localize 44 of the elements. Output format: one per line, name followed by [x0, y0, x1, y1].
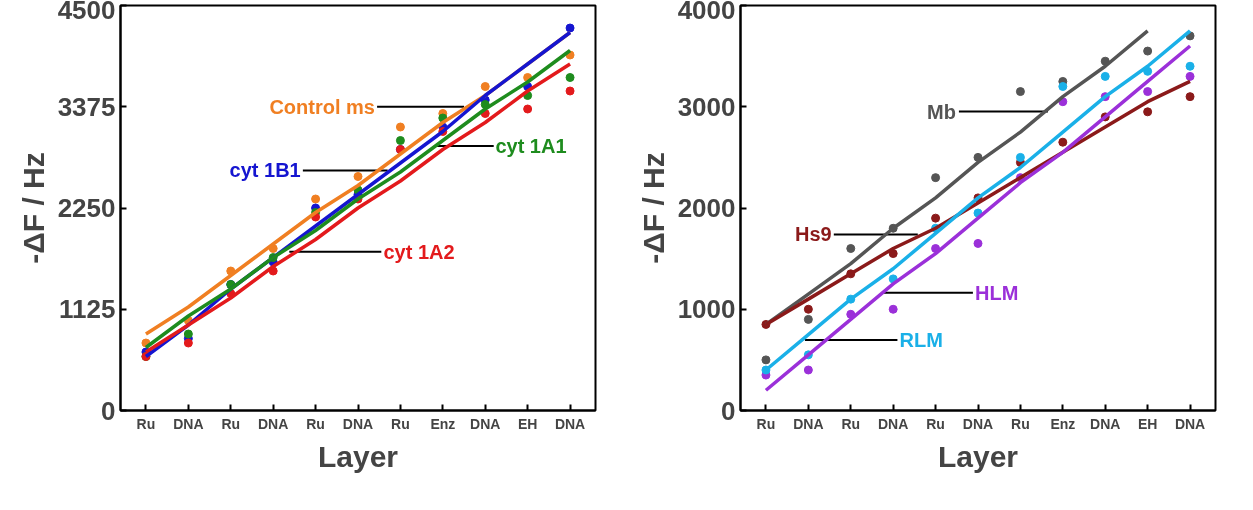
y-axis-title: -ΔF / Hz — [16, 152, 50, 264]
y-tick-label: 0 — [721, 395, 736, 426]
x-tick-label: DNA — [342, 415, 374, 432]
x-tick-label: Ru — [1011, 415, 1030, 432]
y-tick-label: 1000 — [677, 294, 736, 325]
x-tick-label: Enz — [1050, 415, 1076, 432]
x-tick-label: DNA — [962, 415, 994, 432]
series-label: cyt 1A1 — [495, 135, 567, 158]
series-label: Control ms — [269, 95, 375, 118]
y-tick-label: 0 — [101, 395, 116, 426]
x-axis-title: Layer — [937, 439, 1019, 473]
text: RLM — [899, 328, 943, 351]
series-label: Hs9 — [794, 223, 832, 246]
x-tick-label: DNA — [470, 415, 501, 432]
x-tick-label: EH — [517, 415, 538, 432]
x-tick-label: Ru — [221, 415, 241, 432]
x-tick-label: Ru — [391, 415, 410, 432]
x-tick-label: Ru — [926, 415, 945, 432]
y-tick-label: 2000 — [677, 193, 736, 223]
x-tick-label: Ru — [306, 415, 325, 432]
x-tick-label: DNA — [258, 415, 289, 432]
y-tick-label: 1125 — [59, 294, 116, 325]
y-tick-label: 2250 — [57, 193, 116, 223]
x-axis-title: Layer — [317, 439, 399, 473]
x-tick-label: Ru — [136, 415, 156, 432]
series-label: Mb — [927, 100, 956, 123]
x-tick-label: DNA — [554, 415, 586, 432]
x-tick-label: Ru — [841, 415, 861, 432]
y-axis-title: -ΔF / Hz — [636, 152, 670, 264]
x-tick-label: DNA — [173, 415, 204, 432]
x-tick-label: Enz — [430, 415, 456, 432]
y-tick-label: 3000 — [677, 91, 736, 122]
series-label: cyt 1B1 — [229, 159, 301, 182]
y-tick-label: 3375 — [57, 91, 116, 122]
series-label: HLM — [975, 281, 1019, 304]
x-tick-label: EH — [1137, 415, 1158, 432]
y-tick-label: 4000 — [677, 0, 736, 25]
y-tick-label: 4500 — [57, 0, 116, 25]
x-tick-label: Ru — [756, 415, 776, 432]
text: cyt 1A2 — [383, 240, 455, 263]
x-tick-label: DNA — [1174, 415, 1206, 432]
x-tick-label: DNA — [1090, 415, 1121, 432]
x-tick-label: DNA — [793, 415, 824, 432]
x-tick-label: DNA — [878, 415, 909, 432]
